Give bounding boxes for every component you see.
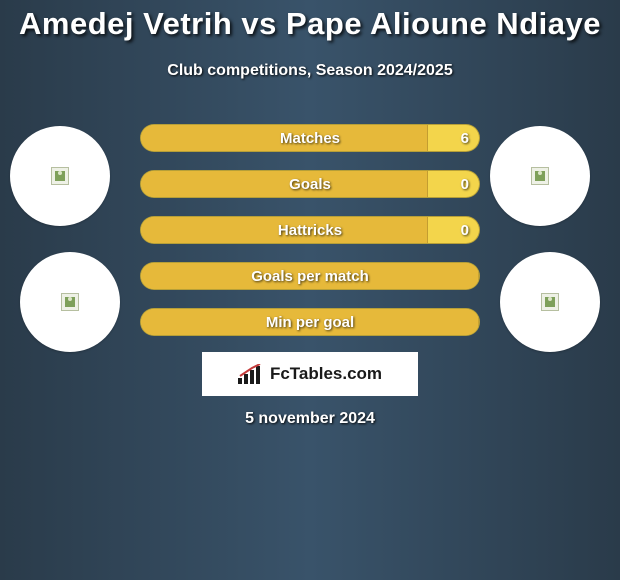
stat-bar: Goals0 <box>140 170 480 198</box>
stat-bar-left-fill <box>141 263 479 289</box>
avatar-player-right <box>490 126 590 226</box>
avatar-club-right <box>500 252 600 352</box>
stat-value-right: 0 <box>461 217 469 243</box>
stat-bar: Goals per match <box>140 262 480 290</box>
stat-bar: Hattricks0 <box>140 216 480 244</box>
logo-box: FcTables.com <box>202 352 418 396</box>
avatar-player-left <box>10 126 110 226</box>
comparison-card: Amedej Vetrih vs Pape Alioune Ndiaye Clu… <box>0 0 620 580</box>
page-subtitle: Club competitions, Season 2024/2025 <box>0 62 620 80</box>
bar-chart-icon <box>238 364 264 384</box>
image-placeholder-icon <box>541 293 559 311</box>
stat-value-right: 0 <box>461 171 469 197</box>
date-text: 5 november 2024 <box>0 410 620 428</box>
avatar-club-left <box>20 252 120 352</box>
logo-text: FcTables.com <box>270 364 382 384</box>
image-placeholder-icon <box>61 293 79 311</box>
image-placeholder-icon <box>51 167 69 185</box>
image-placeholder-icon <box>531 167 549 185</box>
page-title: Amedej Vetrih vs Pape Alioune Ndiaye <box>0 6 620 42</box>
stat-bar-left-fill <box>141 171 428 197</box>
stat-bar-left-fill <box>141 125 428 151</box>
stat-bar: Matches6 <box>140 124 480 152</box>
stat-bar-left-fill <box>141 217 428 243</box>
stat-value-right: 6 <box>461 125 469 151</box>
stat-bar: Min per goal <box>140 308 480 336</box>
stat-bars: Matches6 Goals0 Hattricks0 Goals per match M… <box>140 124 480 354</box>
stat-bar-left-fill <box>141 309 479 335</box>
